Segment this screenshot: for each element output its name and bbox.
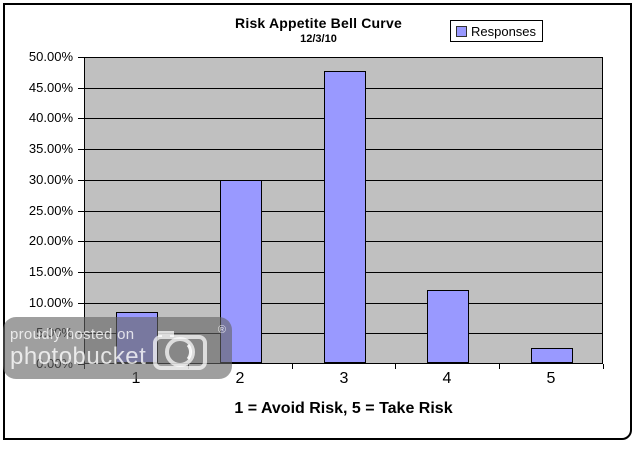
x-tick-mark — [292, 364, 293, 369]
y-tick-mark — [78, 149, 84, 150]
y-tick-mark — [78, 118, 84, 119]
y-tick-mark — [78, 272, 84, 273]
y-tick-label: 40.00% — [28, 110, 73, 125]
y-tick-mark — [78, 88, 84, 89]
x-tick-label: 5 — [546, 370, 556, 387]
y-tick-label: 50.00% — [28, 49, 73, 64]
x-tick-mark — [603, 364, 604, 369]
y-tick-mark — [78, 57, 84, 58]
y-tick-label: 10.00% — [28, 295, 73, 310]
bar-4 — [427, 290, 469, 363]
y-tick-mark — [78, 211, 84, 212]
y-tick-label: 30.00% — [28, 172, 73, 187]
plot-area — [84, 57, 603, 364]
y-tick-label: 0.00% — [36, 356, 73, 371]
x-tick-mark — [395, 364, 396, 369]
bar-5 — [531, 348, 573, 363]
x-tick-mark — [188, 364, 189, 369]
x-tick-label: 4 — [442, 370, 452, 387]
x-tick-label: 1 — [131, 370, 141, 387]
bar-1 — [116, 312, 158, 363]
y-tick-mark — [78, 241, 84, 242]
chart-subtitle: 12/3/10 — [300, 33, 337, 45]
y-tick-label: 20.00% — [28, 233, 73, 248]
y-tick-label: 45.00% — [28, 80, 73, 95]
legend-swatch-icon — [456, 25, 467, 37]
x-axis-title: 1 = Avoid Risk, 5 = Take Risk — [234, 400, 453, 417]
x-tick-label: 2 — [235, 370, 245, 387]
bar-2 — [220, 180, 262, 363]
x-tick-mark — [499, 364, 500, 369]
y-tick-label: 5.00% — [36, 325, 73, 340]
y-tick-label: 35.00% — [28, 141, 73, 156]
bar-3 — [324, 71, 366, 363]
y-tick-mark — [78, 333, 84, 334]
legend-label: Responses — [471, 23, 537, 39]
y-tick-label: 15.00% — [28, 264, 73, 279]
y-tick-mark — [78, 303, 84, 304]
chart-title: Risk Appetite Bell Curve — [235, 15, 402, 31]
y-tick-label: 25.00% — [28, 203, 73, 218]
x-tick-label: 3 — [339, 370, 349, 387]
legend: Responses — [450, 20, 544, 42]
y-tick-mark — [78, 180, 84, 181]
x-tick-mark — [84, 364, 85, 369]
